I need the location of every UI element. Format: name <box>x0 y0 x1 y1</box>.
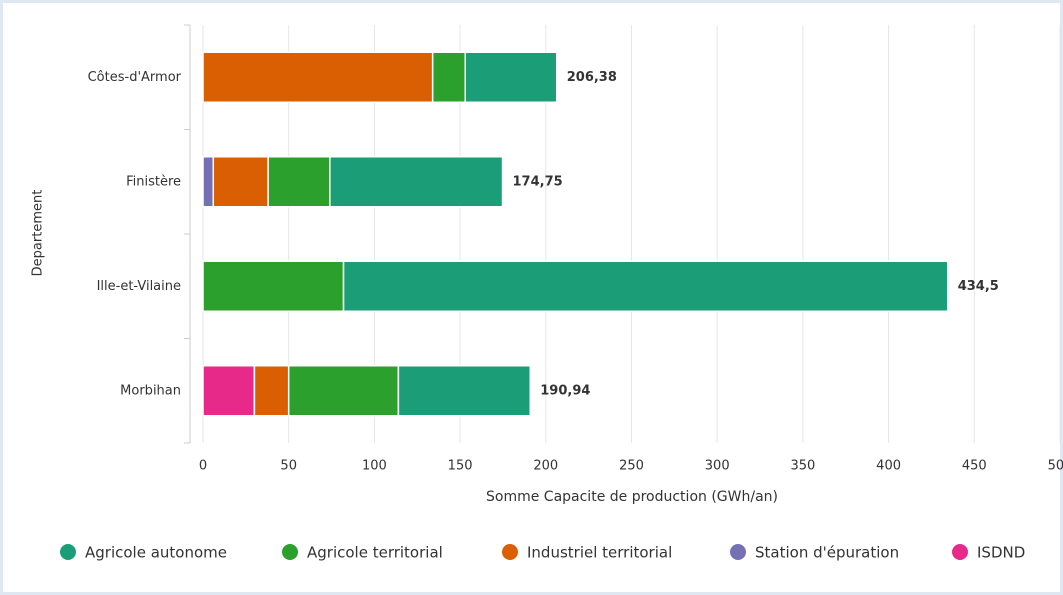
total-label: 174,75 <box>513 174 563 189</box>
x-tick-label: 100 <box>362 459 387 474</box>
x-axis-title: Somme Capacite de production (GWh/an) <box>486 489 778 505</box>
y-tick-label: Finistère <box>126 174 181 189</box>
y-tick-label: Morbihan <box>120 383 181 398</box>
x-tick-label: 500 <box>1048 459 1063 474</box>
legend: Agricole autonome Agricole territorial Ind… <box>60 544 1025 562</box>
y-tick-label: Ille-et-Vilaine <box>97 279 181 294</box>
legend-marker <box>952 544 968 560</box>
x-tick-label: 150 <box>448 459 473 474</box>
total-label: 190,94 <box>540 383 590 398</box>
bar-segment <box>253 365 290 417</box>
legend-label: Station d'épuration <box>755 544 899 562</box>
bar-segment <box>202 260 345 312</box>
x-tick-label: 400 <box>876 459 901 474</box>
x-tick-label: 50 <box>280 459 297 474</box>
x-tick-label: 350 <box>790 459 815 474</box>
bar-segment <box>342 260 949 312</box>
x-tick-label: 450 <box>962 459 987 474</box>
x-tick-label: 250 <box>619 459 644 474</box>
x-tick-label: 0 <box>199 459 207 474</box>
legend-marker <box>730 544 746 560</box>
bar-segment <box>329 156 504 208</box>
total-label: 206,38 <box>567 70 617 85</box>
bar-segment <box>202 156 215 208</box>
total-label: 434,5 <box>958 279 999 294</box>
bar-segment <box>464 51 558 103</box>
bar-segment <box>267 156 331 208</box>
bar-segment <box>202 365 256 417</box>
x-tick-label: 300 <box>705 459 730 474</box>
bar-segment <box>202 51 434 103</box>
legend-marker <box>282 544 298 560</box>
legend-label: Agricole autonome <box>85 544 227 562</box>
legend-marker <box>502 544 518 560</box>
legend-label: Agricole territorial <box>307 544 443 562</box>
bar-segment <box>431 51 466 103</box>
y-tick-label: Côtes-d'Armor <box>88 70 182 85</box>
x-tick-label: 200 <box>533 459 558 474</box>
bar-segment <box>287 365 400 417</box>
legend-label: ISDND <box>977 544 1025 562</box>
bar-segment <box>212 156 269 208</box>
y-axis-title: Departement <box>31 190 46 277</box>
bars: Côtes-d'Armor 206,38 Finistère 174,75 Ille-e… <box>88 51 999 417</box>
legend-marker <box>60 544 76 560</box>
legend-label: Industriel territorial <box>527 544 672 562</box>
bar-segment <box>397 365 532 417</box>
